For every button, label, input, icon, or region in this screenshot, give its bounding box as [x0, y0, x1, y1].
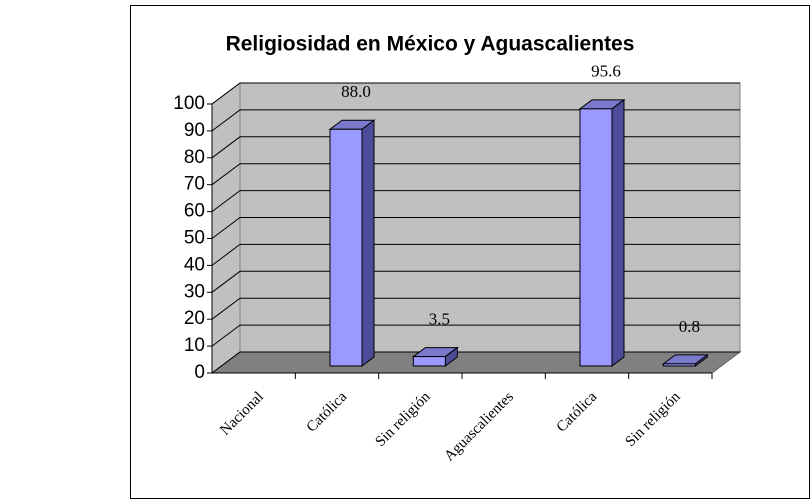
y-tick-label: 90	[184, 120, 205, 141]
y-tick-label: 10	[184, 335, 205, 356]
grid-line	[211, 217, 740, 239]
y-tick-label: 20	[184, 308, 205, 329]
bar	[662, 363, 696, 367]
y-tick-label: 70	[184, 174, 205, 195]
y-tick-label: 80	[184, 147, 205, 168]
bar	[329, 128, 363, 367]
bar	[412, 356, 446, 367]
data-label: 0.8	[679, 317, 700, 336]
data-label: 3.5	[429, 309, 450, 328]
y-tick-label: 50	[184, 228, 205, 249]
chart-title: Religiosidad en México y Aguascalientes	[226, 33, 635, 56]
y-tick-label: 100	[173, 93, 205, 114]
grid-line	[211, 270, 740, 293]
grid-line	[211, 163, 740, 186]
data-label: 88.0	[341, 82, 371, 101]
bar-side	[361, 119, 375, 367]
data-label: 95.6	[591, 62, 621, 81]
grid-line	[211, 109, 740, 132]
grid-line	[211, 324, 740, 347]
grid-line	[211, 351, 740, 374]
grid-line	[211, 243, 740, 266]
y-tick-label: 0	[194, 362, 205, 383]
grid-line	[211, 82, 740, 105]
grid-line	[211, 136, 740, 159]
floor	[210, 351, 742, 374]
bar	[579, 108, 613, 367]
bar-side	[611, 98, 625, 367]
y-tick-label: 40	[184, 254, 205, 275]
grid-line	[211, 190, 740, 213]
y-tick-label: 60	[184, 201, 205, 222]
y-tick-label: 30	[184, 281, 205, 302]
grid-line	[211, 297, 740, 320]
